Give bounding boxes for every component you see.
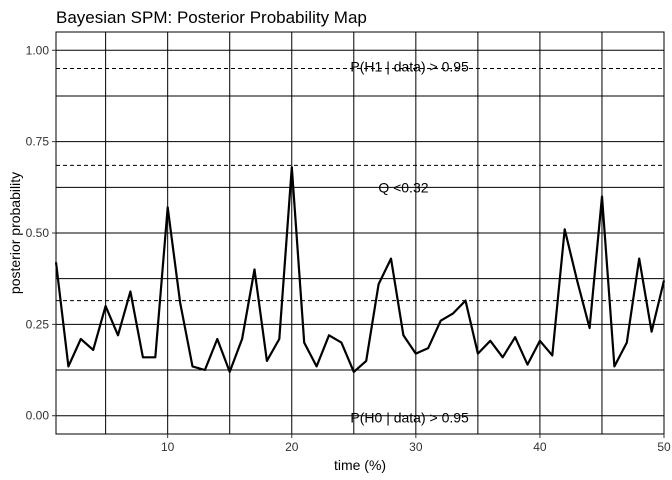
x-tick-label: 50 <box>657 440 671 454</box>
annotations: P(H1 | data) > 0.95 Q <0.32 P(H0 | data) >… <box>350 59 469 426</box>
annotation-label: P(H1 | data) > 0.95 <box>350 59 469 75</box>
y-tick-label: 0.75 <box>26 135 50 149</box>
y-axis-ticks: 0.00 0.25 0.50 0.75 1.00 <box>26 43 56 423</box>
y-tick-label: 0.50 <box>26 226 50 240</box>
y-tick-label: 0.25 <box>26 317 50 331</box>
x-tick-label: 20 <box>285 440 299 454</box>
posterior-probability-line <box>54 166 666 373</box>
chart-title: Bayesian SPM: Posterior Probability Map <box>56 8 367 27</box>
x-axis-title: time (%) <box>334 457 386 473</box>
series-layer <box>54 166 666 373</box>
annotation-label: Q <0.32 <box>378 179 428 195</box>
grid-lines <box>55 31 665 435</box>
x-tick-label: 30 <box>409 440 423 454</box>
y-tick-label: 0.00 <box>26 409 50 423</box>
y-axis-title: posterior probability <box>7 172 23 294</box>
y-tick-label: 1.00 <box>26 43 50 57</box>
x-axis-ticks: 10 20 30 40 50 <box>161 434 671 454</box>
threshold-lines <box>56 68 664 302</box>
x-tick-label: 40 <box>533 440 547 454</box>
annotation-label: P(H0 | data) > 0.95 <box>350 410 469 426</box>
x-tick-label: 10 <box>161 440 175 454</box>
